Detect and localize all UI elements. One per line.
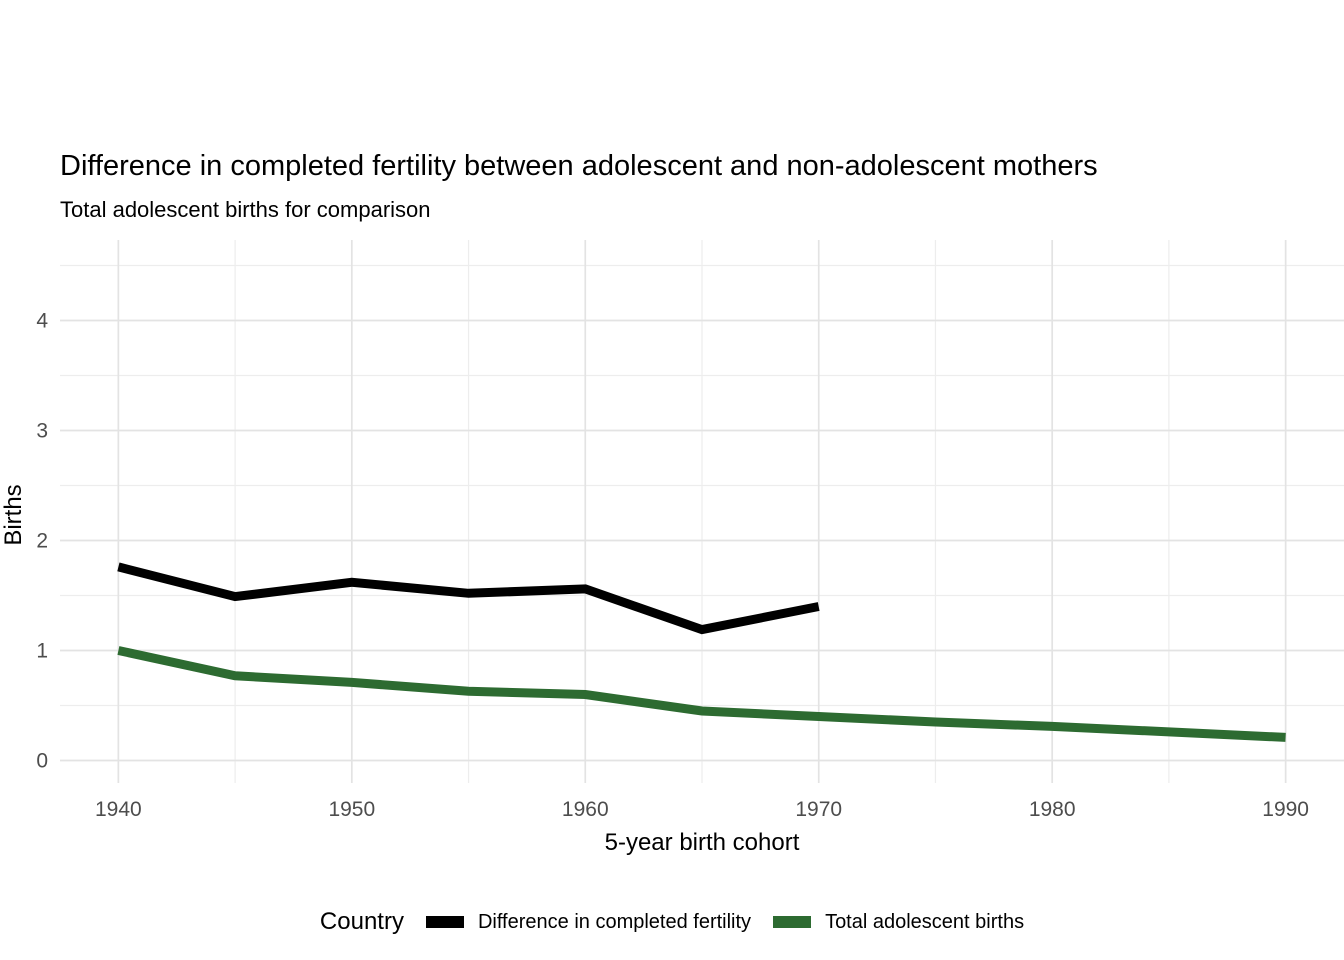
legend-item-total: Total adolescent births [773, 911, 1024, 934]
y-axis-title: Births [0, 484, 27, 546]
x-tick-label: 1990 [1262, 798, 1309, 821]
legend-label-total: Total adolescent births [825, 910, 1025, 933]
chart-subtitle: Total adolescent births for comparison [60, 197, 431, 222]
x-tick-label: 1960 [562, 798, 609, 821]
chart-title: Difference in completed fertility betwee… [60, 150, 1098, 182]
x-tick-label: 1980 [1029, 798, 1076, 821]
x-axis-title: 5-year birth cohort [604, 829, 800, 856]
y-tick-label: 1 [36, 640, 48, 663]
series-line-difference [117, 562, 820, 635]
legend-key-difference-swatch [425, 916, 464, 928]
legend-item-difference: Difference in completed fertility [425, 910, 752, 934]
y-tick-label: 3 [36, 420, 48, 443]
x-tick-label: 1950 [328, 798, 375, 821]
y-tick-label: 2 [36, 530, 48, 553]
y-tick-label: 4 [36, 310, 48, 333]
legend: Country Difference in completed fertilit… [0, 899, 1344, 945]
x-tick-label: 1970 [795, 798, 842, 821]
x-tick-label: 1940 [95, 798, 142, 821]
series-line-total [117, 646, 1286, 742]
y-tick-label: 0 [36, 750, 48, 773]
legend-key-total-swatch [773, 916, 812, 928]
legend-label-difference: Difference in completed fertility [477, 910, 752, 933]
legend-title: Country [319, 908, 404, 935]
